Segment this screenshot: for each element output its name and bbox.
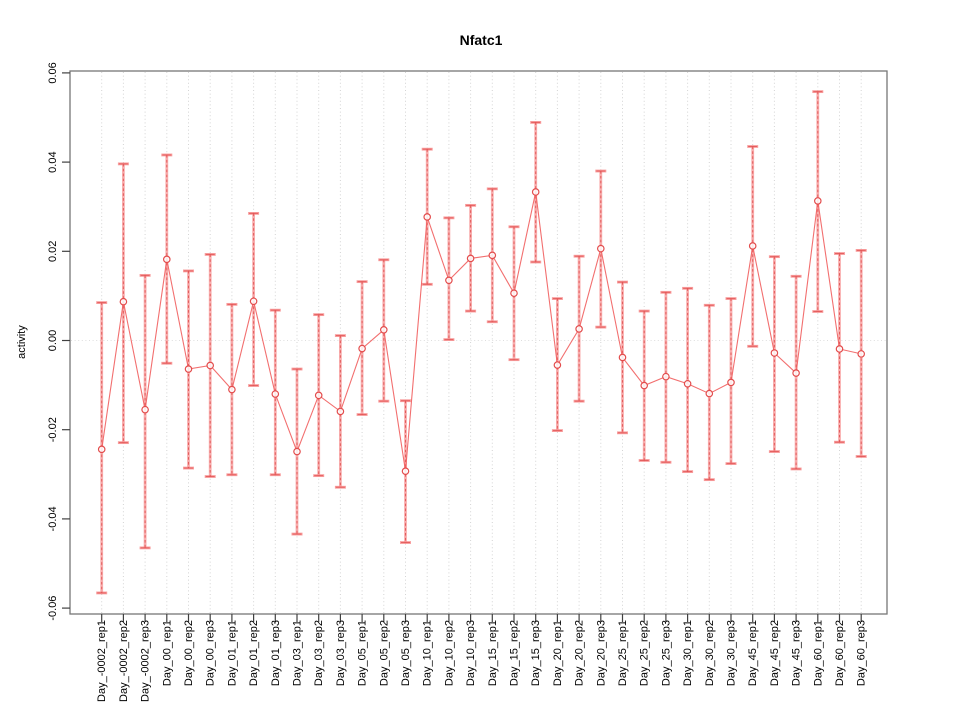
x-tick-label: Day_-0002_rep2 [118,620,130,702]
data-point [249,297,258,306]
x-tick-label: Day_00_rep3 [205,620,217,686]
plot-border [69,70,888,615]
x-tick-label: Day_00_rep2 [183,620,195,686]
data-point [379,325,388,334]
x-tick-label: Day_45_rep2 [769,620,781,686]
data-point [358,344,366,353]
x-tick-label: Day_60_rep1 [812,620,824,686]
data-point [293,447,301,456]
data-point [401,467,410,475]
x-tick-label: Day_15_rep1 [487,620,499,686]
data-point [748,242,757,250]
data-point [510,289,518,298]
x-tick-label: Day_25_rep3 [660,620,672,686]
data-point [792,369,800,377]
data-point [596,244,605,253]
x-tick-label: Day_05_rep3 [400,620,412,686]
x-tick-label: Day_45_rep1 [747,620,759,686]
data-point [640,381,649,390]
x-tick-label: Day_-0002_rep1 [96,620,108,702]
x-tick-label: Day_01_rep3 [270,620,282,686]
y-axis-label: activity [16,325,28,359]
data-point [228,385,236,394]
chart-title: Nfatc1 [460,32,503,48]
x-tick-label: Day_25_rep2 [639,620,651,686]
data-point [466,254,475,263]
data-point [423,213,432,221]
data-point [271,390,280,398]
data-point [857,350,866,358]
y-tick-label: 0.00 [47,330,59,351]
data-point [314,391,323,400]
y-tick-label: -0.02 [47,417,59,442]
data-point [97,445,106,454]
x-tick-label: Day_03_rep2 [313,620,325,686]
x-tick-label: Day_01_rep1 [226,620,238,686]
data-point [206,361,215,370]
x-tick-label: Day_01_rep2 [248,620,260,686]
x-tick-label: Day_10_rep1 [422,620,434,686]
x-tick-label: Day_20_rep1 [552,620,564,686]
x-tick-label: Day_30_rep1 [682,620,694,686]
series-line [101,191,862,472]
x-tick-label: Day_10_rep2 [443,620,455,686]
data-point [184,365,193,373]
data-point [835,345,844,353]
data-point [119,297,128,306]
x-tick-label: Day_20_rep2 [574,620,586,686]
x-tick-label: Day_05_rep1 [357,620,369,686]
data-point [770,349,779,357]
x-tick-label: Day_03_rep3 [335,620,347,686]
x-tick-label: Day_10_rep3 [465,620,477,686]
y-tick-label: -0.06 [47,596,59,621]
x-tick-label: Day_03_rep1 [292,620,304,686]
data-point [445,276,453,285]
data-point [163,255,171,264]
data-point [336,407,345,416]
x-tick-label: Day_05_rep2 [378,620,390,686]
y-tick-label: 0.02 [47,241,59,262]
data-point [662,372,670,381]
y-tick-label: 0.06 [47,62,59,83]
data-point [618,353,627,362]
data-point [575,325,583,333]
x-tick-label: Day_00_rep1 [161,620,173,686]
y-tick-label: -0.04 [47,506,59,531]
x-tick-label: Day_15_rep2 [509,620,521,686]
data-point [727,378,735,387]
x-tick-label: Day_60_rep2 [834,620,846,686]
x-tick-label: Day_30_rep3 [726,620,738,686]
y-tick-label: 0.04 [47,151,59,172]
x-tick-label: Day_25_rep1 [617,620,629,686]
x-tick-label: Day_15_rep3 [530,620,542,686]
x-tick-label: Day_30_rep2 [704,620,716,686]
data-point [141,405,149,414]
x-tick-label: Day_60_rep3 [856,620,868,686]
chart-generated-layers: 0.06 0.04 0.02 0.00 -0.02 -0.04 -0.06 Day_-0002… [47,62,888,702]
data-point [705,389,714,398]
data-point [813,197,822,205]
data-point [531,188,540,196]
x-tick-label: Day_-0002_rep3 [140,620,152,702]
x-tick-label: Day_20_rep3 [595,620,607,686]
data-point [488,251,497,260]
data-point [683,379,692,388]
data-point [553,361,562,369]
x-tick-label: Day_45_rep3 [791,620,803,686]
